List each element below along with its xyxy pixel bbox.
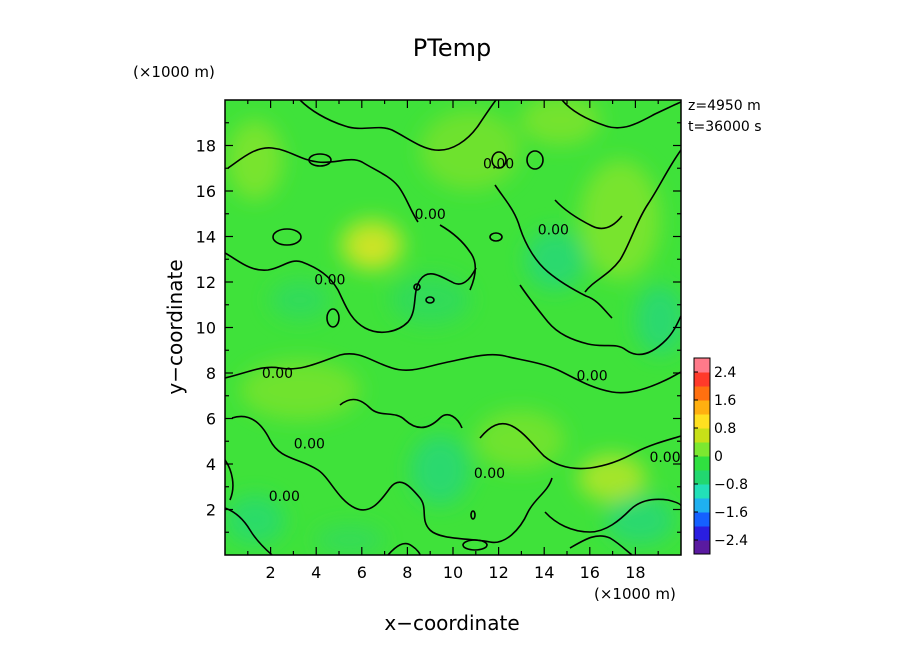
plot-area: 0.00 0.00 0.00 0.00 0.00 0.00 0.00 0.00 0.00 0.00 [225, 100, 681, 555]
y-axis: 2 4 6 8 10 12 14 16 18 [196, 122, 681, 533]
colorbar-segment [694, 498, 710, 513]
contour-line [439, 224, 477, 291]
info-line-t: t=36000 s [688, 119, 762, 135]
contour-line [561, 100, 681, 129]
y-tick-label: 12 [196, 273, 216, 292]
x-tick-label: 2 [266, 563, 276, 582]
contour-closed [470, 510, 476, 520]
contour-line [584, 149, 681, 293]
contour-line [339, 398, 463, 429]
contour-label: 0.00 [483, 157, 514, 173]
colorbar: 2.4 1.6 0.8 0 −0.8 −1.6 −2.4 [693, 357, 748, 555]
contour-label: 0.00 [474, 466, 505, 482]
contour-closed [272, 228, 302, 246]
x-tick-label: 10 [443, 563, 463, 582]
contour-line [494, 184, 613, 319]
colorbar-segment [694, 372, 710, 387]
colorbar-tick-label: −1.6 [714, 505, 748, 521]
colorbar-segment [694, 456, 710, 471]
x-tick-label: 8 [402, 563, 412, 582]
x-tick-label: 4 [311, 563, 321, 582]
colorbar-tick-label: −2.4 [714, 533, 748, 549]
y-tick-label: 10 [196, 319, 216, 338]
x-tick-label: 14 [534, 563, 554, 582]
x-tick-label: 18 [625, 563, 645, 582]
contour-line [569, 535, 633, 555]
colorbar-segment [694, 470, 710, 485]
contour-closed [308, 153, 332, 167]
colorbar-segment [694, 442, 710, 457]
colorbar-segment [694, 428, 710, 443]
y-tick-label: 8 [206, 364, 216, 383]
colorbar-segment [694, 386, 710, 401]
y-tick-label: 6 [206, 410, 216, 429]
colorbar-segment [694, 540, 710, 555]
x-tick-label: 12 [488, 563, 508, 582]
contour-line [479, 422, 681, 470]
contour-closed [326, 308, 340, 328]
contour-line [225, 353, 681, 394]
chart-title: PTemp [413, 34, 491, 62]
contour-line [544, 498, 681, 533]
x-axis: 2 4 6 8 10 12 14 16 18 [247, 100, 659, 582]
colorbar-tick-label: −0.8 [714, 477, 748, 493]
contour-label: 0.00 [262, 366, 293, 382]
colorbar-segment [694, 358, 710, 373]
contour-label: 0.00 [576, 368, 607, 384]
colorbar-segment [694, 512, 710, 527]
y-tick-label: 18 [196, 137, 216, 156]
contour-line [231, 415, 553, 544]
colorbar-segment [694, 484, 710, 499]
colorbar-segment [694, 414, 710, 429]
contour-line [519, 284, 681, 356]
contour-line [225, 459, 234, 501]
contour-label: 0.00 [269, 489, 300, 505]
contour-line [299, 100, 497, 151]
contour-closed [425, 296, 435, 304]
y-tick-label: 14 [196, 228, 216, 247]
colorbar-segment [694, 400, 710, 415]
contour-closed [526, 150, 544, 170]
contour-label: 0.00 [649, 450, 680, 466]
y-tick-label: 16 [196, 182, 216, 201]
contour-label: 0.00 [415, 207, 446, 223]
contour-closed [462, 539, 488, 551]
x-axis-label: x−coordinate [384, 611, 519, 635]
contour-line [225, 252, 477, 334]
y-tick-label: 4 [206, 455, 216, 474]
contour-line [225, 507, 273, 555]
y-tick-label: 2 [206, 501, 216, 520]
contour-label: 0.00 [314, 273, 345, 289]
x-unit-label: (×1000 m) [594, 585, 676, 603]
contour-line [554, 199, 623, 230]
contour-closed [413, 283, 421, 291]
colorbar-segment [694, 526, 710, 541]
contour-labels: 0.00 0.00 0.00 0.00 0.00 0.00 0.00 0.00 0.00 0.00 [262, 157, 681, 505]
contour-closed [489, 232, 503, 242]
contour-closed [491, 151, 507, 169]
colorbar-tick-label: 2.4 [714, 365, 736, 381]
contour-line [387, 542, 421, 555]
y-axis-label: y−coordinate [163, 259, 187, 394]
x-tick-label: 6 [357, 563, 367, 582]
y-unit-label: (×1000 m) [133, 63, 215, 81]
contour-label: 0.00 [538, 223, 569, 239]
contour-label: 0.00 [294, 437, 325, 453]
colorbar-tick-label: 1.6 [714, 393, 736, 409]
info-line-z: z=4950 m [688, 98, 761, 114]
contour-lines [225, 100, 681, 555]
colorbar-tick-label: 0.8 [714, 421, 736, 437]
colorbar-tick-label: 0 [714, 449, 723, 465]
contour-line [227, 147, 419, 223]
x-tick-label: 16 [580, 563, 600, 582]
